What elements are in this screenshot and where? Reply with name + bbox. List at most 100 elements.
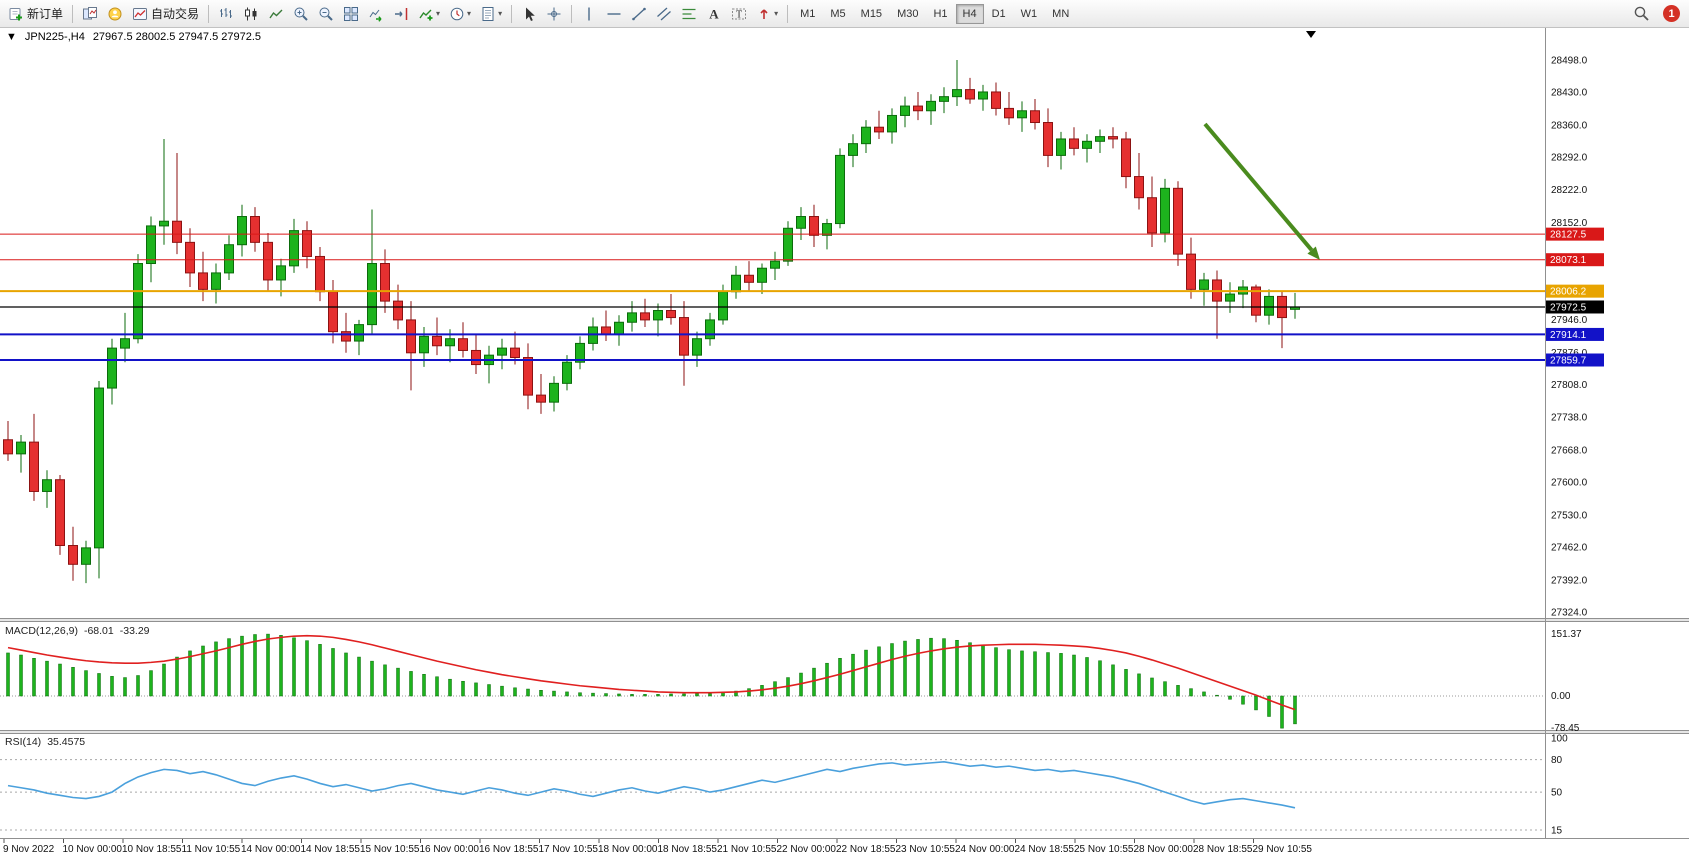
toolbar-separator	[511, 4, 513, 23]
svg-text:24 Nov 18:55: 24 Nov 18:55	[1015, 844, 1075, 855]
chart-shift-icon	[395, 7, 408, 20]
text-label-button[interactable]: T	[727, 2, 751, 26]
svg-text:T: T	[736, 9, 742, 20]
main-toolbar: 新订单 自动交易	[0, 0, 1689, 28]
text-icon: A	[709, 6, 719, 21]
svg-text:27859.7: 27859.7	[1550, 356, 1587, 367]
svg-text:27876.0: 27876.0	[1551, 348, 1588, 359]
svg-text:28127.5: 28127.5	[1550, 230, 1587, 241]
horizontal-line-button[interactable]	[602, 2, 626, 26]
fibonacci-button[interactable]	[677, 2, 701, 26]
svg-text:18 Nov 18:55: 18 Nov 18:55	[658, 844, 718, 855]
chart-shift-button[interactable]	[389, 2, 413, 26]
fibonacci-icon	[682, 8, 696, 19]
periods-button[interactable]: ▾	[445, 2, 475, 26]
timeframe-d1-button[interactable]: D1	[985, 4, 1013, 24]
chevron-down-icon: ▾	[436, 9, 441, 18]
svg-text:151.37: 151.37	[1551, 629, 1582, 640]
svg-text:16 Nov 18:55: 16 Nov 18:55	[479, 844, 539, 855]
svg-text:28292.0: 28292.0	[1551, 152, 1588, 163]
indicators-button[interactable]: ▾	[414, 2, 444, 26]
svg-text:A: A	[709, 6, 719, 21]
toolbar-separator	[787, 4, 789, 23]
crosshair-button[interactable]	[542, 2, 566, 26]
svg-text:27462.0: 27462.0	[1551, 542, 1588, 553]
chevron-down-icon: ▾	[498, 9, 503, 18]
svg-text:10 Nov 00:00: 10 Nov 00:00	[63, 844, 123, 855]
new-order-icon	[9, 7, 22, 20]
crosshair-icon	[547, 7, 561, 20]
price-chart[interactable]: 28498.0 28430.0 28360.0 28292.0 28222.0 28152…	[0, 28, 1689, 863]
svg-text:21 Nov 10:55: 21 Nov 10:55	[717, 844, 777, 855]
equidistant-channel-button[interactable]	[652, 2, 676, 26]
chevron-down-icon: ▾	[774, 9, 779, 18]
new-order-button[interactable]: 新订单	[4, 2, 67, 26]
vertical-line-icon	[588, 7, 590, 20]
svg-text:14 Nov 18:55: 14 Nov 18:55	[301, 844, 361, 855]
svg-text:27324.0: 27324.0	[1551, 607, 1588, 618]
svg-text:9 Nov 2022: 9 Nov 2022	[3, 844, 55, 855]
bar-chart-button[interactable]	[214, 2, 238, 26]
svg-text:28498.0: 28498.0	[1551, 56, 1588, 67]
bar-chart-icon	[220, 7, 233, 18]
timeframe-m30-button[interactable]: M30	[890, 4, 925, 24]
toolbar-separator	[571, 4, 573, 23]
timeframe-m15-button[interactable]: M15	[854, 4, 889, 24]
zoom-out-button[interactable]	[314, 2, 338, 26]
indicators-icon	[419, 9, 433, 20]
timeframe-h4-button[interactable]: H4	[955, 3, 984, 24]
notification-badge[interactable]: 1	[1663, 5, 1680, 22]
timeframe-mn-button[interactable]: MN	[1045, 4, 1076, 24]
svg-text:15: 15	[1551, 825, 1563, 836]
svg-text:29 Nov 10:55: 29 Nov 10:55	[1253, 844, 1313, 855]
tile-windows-button[interactable]	[339, 2, 363, 26]
chart-window: 28498.0 28430.0 28360.0 28292.0 28222.0 28152…	[0, 28, 1689, 863]
svg-text:100: 100	[1551, 734, 1568, 745]
candlestick-chart-button[interactable]	[239, 2, 263, 26]
auto-scroll-icon	[369, 9, 382, 22]
svg-text:23 Nov 10:55: 23 Nov 10:55	[896, 844, 956, 855]
text-button[interactable]: A	[702, 2, 726, 26]
timeframe-m1-button[interactable]: M1	[793, 4, 822, 24]
svg-text:14 Nov 00:00: 14 Nov 00:00	[241, 844, 301, 855]
line-chart-icon	[269, 9, 283, 18]
zoom-in-button[interactable]	[289, 2, 313, 26]
autotrading-button[interactable]: 自动交易	[128, 2, 203, 26]
cursor-button[interactable]	[517, 2, 541, 26]
svg-text:27808.0: 27808.0	[1551, 380, 1588, 391]
search-button[interactable]	[1629, 2, 1654, 26]
trendline-button[interactable]	[627, 2, 651, 26]
auto-scroll-button[interactable]	[364, 2, 388, 26]
one-click-trading-toggle[interactable]: ▼	[6, 31, 17, 43]
line-chart-button[interactable]	[264, 2, 288, 26]
svg-text:18 Nov 00:00: 18 Nov 00:00	[598, 844, 658, 855]
cursor-icon	[526, 7, 535, 21]
svg-text:15 Nov 10:55: 15 Nov 10:55	[360, 844, 420, 855]
zoom-in-icon	[294, 7, 308, 21]
toolbar-right-group: 1	[1629, 2, 1685, 26]
svg-text:25 Nov 10:55: 25 Nov 10:55	[1074, 844, 1134, 855]
timeframe-m5-button[interactable]: M5	[823, 4, 852, 24]
svg-text:28152.0: 28152.0	[1551, 218, 1588, 229]
chart-profiles-button[interactable]	[78, 2, 102, 26]
svg-text:27668.0: 27668.0	[1551, 446, 1588, 457]
horizontal-line-icon	[607, 12, 621, 15]
svg-text:27946.0: 27946.0	[1551, 315, 1588, 326]
svg-text:50: 50	[1551, 788, 1563, 799]
autotrading-label: 自动交易	[151, 7, 200, 21]
new-order-label: 新订单	[27, 7, 64, 21]
community-button[interactable]	[103, 2, 127, 26]
svg-text:11 Nov 10:55: 11 Nov 10:55	[182, 844, 241, 855]
toolbar-separator	[72, 4, 74, 23]
svg-text:17 Nov 10:55: 17 Nov 10:55	[539, 844, 599, 855]
svg-text:28 Nov 18:55: 28 Nov 18:55	[1193, 844, 1253, 855]
vertical-line-button[interactable]	[577, 2, 601, 26]
timeframe-w1-button[interactable]: W1	[1014, 4, 1045, 24]
svg-text:28222.0: 28222.0	[1551, 185, 1588, 196]
arrows-button[interactable]: ▾	[752, 2, 782, 26]
timeframe-h1-button[interactable]: H1	[926, 4, 954, 24]
chart-profiles-icon	[83, 6, 98, 19]
svg-text:28 Nov 00:00: 28 Nov 00:00	[1134, 844, 1194, 855]
templates-button[interactable]: ▾	[476, 2, 506, 26]
